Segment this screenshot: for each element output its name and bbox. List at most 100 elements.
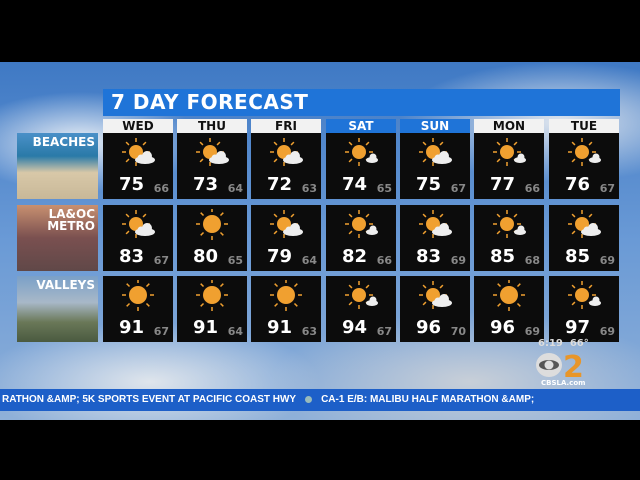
forecast-title: 7 DAY FORECAST [103,89,620,116]
low-temp: 65 [227,254,243,267]
high-temp: 74 [342,174,368,195]
low-temp: 64 [227,325,243,338]
mostly-sunny-icon [493,138,526,166]
partly-cloudy-icon [568,210,601,238]
day-header: SUN [400,119,470,133]
low-temp: 64 [301,254,317,267]
low-temp: 63 [301,182,317,195]
low-temp: 66 [153,182,169,195]
forecast-cell: 74 65 [326,133,396,199]
forecast-cell: 91 67 [103,276,173,342]
region-name: BEACHES [32,135,95,149]
partly-cloudy-icon [196,138,229,166]
high-temp: 75 [119,174,145,195]
partly-cloudy-icon [122,210,155,238]
mostly-sunny-icon [568,281,601,309]
mostly-sunny-icon [345,138,378,166]
current-temp: 66° [569,338,589,349]
low-temp: 66 [376,254,392,267]
low-temp: 70 [450,325,466,338]
high-temp: 80 [193,246,219,267]
low-temp: 68 [524,254,540,267]
cbs2-logo: 2 [536,350,584,380]
partly-cloudy-icon [270,138,303,166]
forecast-cell: 79 64 [251,205,321,271]
low-temp: 63 [301,325,317,338]
logo-site: CBSLA.com [541,379,586,387]
sunny-icon [493,280,525,311]
day-header: WED [103,119,173,133]
low-temp: 69 [599,254,615,267]
mostly-sunny-icon [568,138,601,166]
high-temp: 96 [416,317,442,338]
forecast-cell: 96 69 [474,276,544,342]
high-temp: 91 [193,317,219,338]
high-temp: 91 [119,317,145,338]
forecast-cell: 73 64 [177,133,247,199]
forecast-cell: 96 70 [400,276,470,342]
forecast-cell: 82 66 [326,205,396,271]
sunny-icon [122,280,154,311]
region-label: VALLEYS [17,276,98,342]
low-temp: 66 [524,182,540,195]
region-label: LA&OC METRO [17,205,98,271]
partly-cloudy-icon [419,281,452,309]
forecast-cell: 75 66 [103,133,173,199]
low-temp: 64 [227,182,243,195]
forecast-cell: 72 63 [251,133,321,199]
day-header: MON [474,119,544,133]
time: 6:19 [538,338,563,349]
high-temp: 79 [267,246,293,267]
forecast-cell: 80 65 [177,205,247,271]
low-temp: 69 [524,325,540,338]
partly-cloudy-icon [270,210,303,238]
partly-cloudy-icon [419,210,452,238]
logo-number: 2 [563,350,584,380]
low-temp: 69 [599,325,615,338]
day-header: THU [177,119,247,133]
low-temp: 69 [450,254,466,267]
high-temp: 91 [267,317,293,338]
forecast-cell: 85 69 [549,205,619,271]
region-name-2: METRO [47,219,95,233]
sunny-icon [196,209,228,240]
mostly-sunny-icon [345,281,378,309]
forecast-cell: 77 66 [474,133,544,199]
high-temp: 96 [490,317,516,338]
sunny-icon [196,280,228,311]
high-temp: 77 [490,174,516,195]
region-label: BEACHES [17,133,98,199]
forecast-cell: 85 68 [474,205,544,271]
high-temp: 73 [193,174,219,195]
partly-cloudy-icon [122,138,155,166]
news-ticker: RATHON &AMP; 5K SPORTS EVENT AT PACIFIC … [0,389,640,411]
region-name: LA&OC [48,207,95,221]
region-name: VALLEYS [36,278,95,292]
day-header: TUE [549,119,619,133]
forecast-cell: 83 69 [400,205,470,271]
forecast-cell: 76 67 [549,133,619,199]
cbs-eye-icon [305,395,313,403]
high-temp: 76 [565,174,591,195]
high-temp: 75 [416,174,442,195]
high-temp: 97 [565,317,591,338]
mostly-sunny-icon [345,210,378,238]
day-header: FRI [251,119,321,133]
low-temp: 65 [376,182,392,195]
mostly-sunny-icon [493,210,526,238]
low-temp: 67 [450,182,466,195]
low-temp: 67 [153,325,169,338]
high-temp: 85 [565,246,591,267]
forecast-cell: 94 67 [326,276,396,342]
high-temp: 82 [342,246,368,267]
high-temp: 94 [342,317,368,338]
forecast-cell: 91 64 [177,276,247,342]
ticker-item: RATHON &AMP; 5K SPORTS EVENT AT PACIFIC … [2,394,297,405]
high-temp: 72 [267,174,293,195]
low-temp: 67 [599,182,615,195]
ticker-item: CA-1 E/B: MALIBU HALF MARATHON &AMP; [321,394,535,405]
partly-cloudy-icon [419,138,452,166]
forecast-cell: 97 69 [549,276,619,342]
day-header: SAT [326,119,396,133]
clock-readout: 6:19 66° [538,338,589,349]
